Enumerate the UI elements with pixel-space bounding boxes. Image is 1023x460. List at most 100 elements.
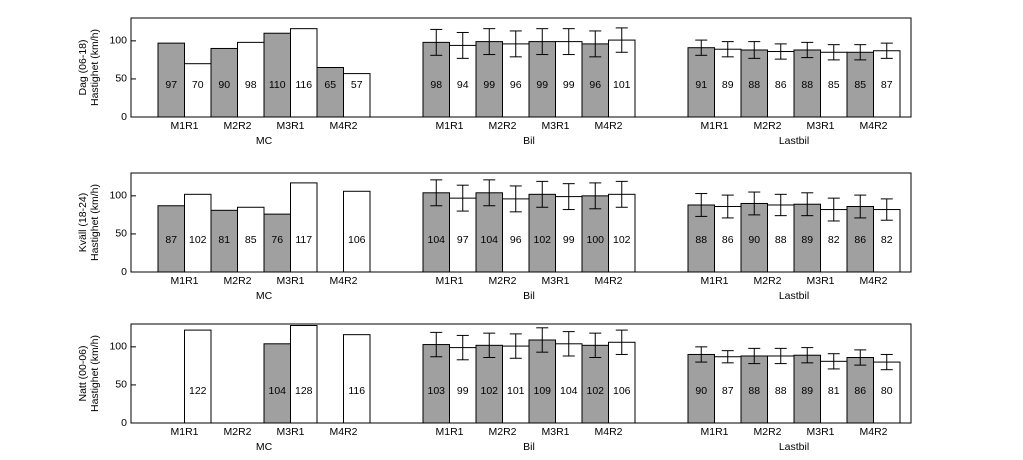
value-label: 104 [560, 385, 578, 397]
value-label: 99 [457, 385, 469, 397]
value-label: 87 [722, 385, 734, 397]
y-tick-label: 0 [121, 417, 127, 429]
value-label: 98 [430, 79, 442, 91]
x-tick-label: M4R2 [329, 426, 357, 438]
x-tick-label: M4R2 [859, 275, 887, 287]
value-label: 86 [854, 385, 866, 397]
value-label: 102 [613, 234, 631, 246]
y-axis-label: Hastighet (km/h) [89, 29, 101, 106]
group-label: Bil [523, 441, 535, 453]
x-tick-label: M1R1 [170, 426, 198, 438]
bar [820, 360, 848, 424]
x-tick-label: M3R1 [541, 275, 569, 287]
y-tick-label: 0 [121, 266, 127, 278]
bar [290, 182, 318, 273]
bar [184, 63, 212, 118]
bar [846, 357, 874, 424]
x-tick-label: M2R2 [753, 275, 781, 287]
x-tick-label: M1R1 [700, 275, 728, 287]
value-label: 85 [245, 234, 257, 246]
x-tick-label: M3R1 [541, 426, 569, 438]
bar [237, 206, 265, 273]
x-tick-label: M1R1 [435, 275, 463, 287]
group-label: Lastbil [779, 135, 809, 147]
value-label: 96 [589, 79, 601, 91]
bar [687, 353, 715, 424]
value-label: 102 [189, 234, 207, 246]
value-label: 122 [189, 385, 207, 397]
group-label: Bil [523, 135, 535, 147]
x-tick-label: M1R1 [170, 275, 198, 287]
y-tick-label: 100 [109, 190, 127, 202]
bar [290, 325, 318, 424]
value-label: 86 [722, 234, 734, 246]
bar [714, 206, 742, 273]
value-label: 89 [801, 385, 813, 397]
x-tick-label: M2R2 [488, 275, 516, 287]
x-tick-label: M2R2 [753, 120, 781, 132]
value-label: 85 [854, 79, 866, 91]
bar [263, 32, 291, 118]
bar [767, 355, 795, 424]
x-tick-label: M4R2 [329, 120, 357, 132]
value-label: 70 [192, 79, 204, 91]
value-label: 88 [695, 234, 707, 246]
value-label: 116 [295, 79, 312, 91]
bar [608, 341, 636, 424]
value-label: 88 [801, 79, 813, 91]
x-tick-label: M1R1 [435, 426, 463, 438]
value-label: 86 [775, 79, 787, 91]
value-label: 101 [507, 385, 525, 397]
bar [422, 344, 450, 424]
value-label: 65 [324, 79, 336, 91]
x-tick-label: M1R1 [170, 120, 198, 132]
value-label: 90 [695, 385, 707, 397]
value-label: 99 [483, 79, 495, 91]
value-label: 110 [269, 79, 286, 91]
y-axis-label: Natt (00-06) [77, 345, 89, 401]
bar [740, 355, 768, 424]
bar [608, 39, 636, 118]
value-label: 99 [563, 234, 575, 246]
bar [263, 343, 291, 424]
bar [793, 354, 821, 424]
value-label: 88 [775, 385, 787, 397]
value-label: 99 [536, 79, 548, 91]
x-tick-label: M4R2 [329, 275, 357, 287]
value-label: 87 [881, 79, 893, 91]
bar [714, 48, 742, 118]
value-label: 82 [881, 234, 893, 246]
value-label: 94 [457, 79, 469, 91]
value-label: 101 [613, 79, 631, 91]
x-tick-label: M3R1 [806, 120, 834, 132]
value-label: 102 [480, 385, 498, 397]
value-label: 109 [533, 385, 551, 397]
value-label: 117 [295, 234, 312, 246]
bar [687, 47, 715, 118]
value-label: 57 [351, 79, 363, 91]
value-label: 85 [828, 79, 840, 91]
value-label: 98 [245, 79, 257, 91]
value-label: 97 [457, 234, 469, 246]
x-tick-label: M1R1 [435, 120, 463, 132]
value-label: 116 [348, 385, 365, 397]
value-label: 89 [801, 234, 813, 246]
value-label: 90 [748, 234, 760, 246]
value-label: 88 [748, 79, 760, 91]
value-label: 88 [748, 385, 760, 397]
bar [157, 205, 185, 273]
bar [873, 50, 901, 118]
x-tick-label: M4R2 [859, 426, 887, 438]
y-tick-label: 50 [115, 228, 127, 240]
bar [581, 344, 609, 424]
value-label: 80 [881, 385, 893, 397]
y-axis-label: Dag (06-18) [77, 39, 89, 95]
x-tick-label: M1R1 [700, 120, 728, 132]
x-tick-label: M4R2 [594, 120, 622, 132]
x-tick-label: M3R1 [806, 426, 834, 438]
value-label: 90 [218, 79, 230, 91]
bar [343, 334, 371, 424]
bar [846, 51, 874, 118]
bar [343, 190, 371, 273]
